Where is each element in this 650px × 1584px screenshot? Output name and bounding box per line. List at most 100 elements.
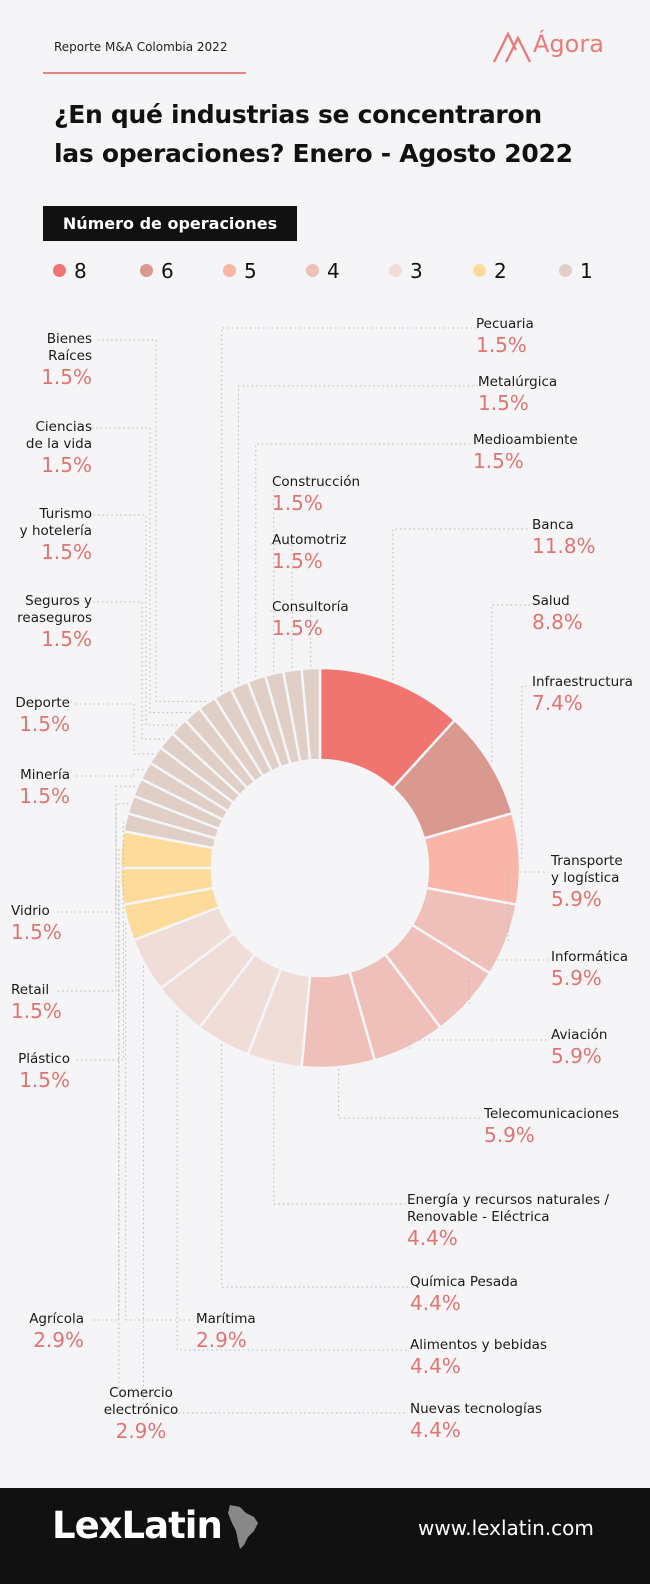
legend-item-3: 3: [389, 259, 423, 283]
label-pecuaria: Pecuaria 1.5%: [476, 316, 534, 357]
leader-line: [56, 803, 129, 992]
leader-line: [125, 923, 190, 1321]
report-underline: [43, 72, 246, 74]
label-turismo: Turismo y hotelería 1.5%: [8, 506, 92, 564]
legend-swatch: [223, 264, 236, 277]
leader-line: [255, 443, 473, 677]
label-agricola: Agrícola 2.9%: [10, 1311, 84, 1352]
label-name: Química Pesada: [410, 1274, 518, 1290]
donut-chart: [56, 327, 548, 1414]
label-name: Seguros y: [25, 593, 92, 609]
label-aviacion: Aviación 5.9%: [551, 1027, 607, 1068]
label-name: Pecuaria: [476, 316, 534, 332]
leader-line: [118, 886, 140, 1396]
label-name: Minería: [20, 767, 70, 783]
label-name-2: electrónico: [103, 1402, 179, 1418]
label-pct: 1.5%: [11, 999, 62, 1023]
label-transporte: Transporte y logística 5.9%: [551, 853, 623, 911]
label-telecomunicaciones: Telecomunicaciones 5.9%: [484, 1106, 619, 1147]
label-name: Banca: [532, 517, 574, 533]
footer: [0, 1488, 650, 1584]
label-pct: 4.4%: [410, 1354, 461, 1378]
leader-line: [409, 1039, 548, 1049]
label-infraestructura: Infraestructura 7.4%: [532, 674, 633, 715]
label-pct: 5.9%: [551, 966, 602, 990]
label-name: Consultoría: [272, 599, 349, 615]
footer-site: www.lexlatin.com: [418, 1516, 594, 1540]
label-name: Nuevas tecnologías: [410, 1401, 543, 1417]
leader-line: [270, 485, 275, 672]
label-ciencias: Ciencias de la vida 1.5%: [10, 419, 92, 477]
label-pct: 4.4%: [410, 1418, 461, 1442]
label-mineria: Minería 1.5%: [6, 767, 70, 808]
legend-swatch: [559, 264, 572, 277]
label-name: Ciencias: [35, 419, 92, 435]
label-name-2: y hotelería: [19, 523, 92, 539]
label-name-2: reaseguros: [17, 610, 92, 626]
leader-line: [237, 385, 478, 684]
label-quimica: Química Pesada 4.4%: [410, 1274, 518, 1315]
label-name: Turismo: [39, 506, 93, 522]
leader-line: [468, 959, 548, 1005]
label-seguros: Seguros y reaseguros 1.5%: [6, 593, 92, 651]
label-name: Medioambiente: [473, 432, 578, 448]
label-consultoria: Consultoría 1.5%: [272, 599, 349, 640]
label-name: Transporte: [551, 853, 623, 869]
legend-swatch: [473, 264, 486, 277]
leader-line: [143, 966, 408, 1414]
label-pct: 11.8%: [532, 534, 596, 558]
leader-line: [90, 849, 120, 1321]
label-name-2: Raíces: [48, 348, 92, 364]
label-name: Telecomunicaciones: [484, 1106, 620, 1122]
legend-label: 2: [494, 259, 507, 283]
leader-line: [392, 528, 530, 680]
label-automotriz: Automotriz 1.5%: [272, 532, 346, 573]
label-name: Plástico: [18, 1051, 70, 1067]
label-name: Bienes: [46, 331, 92, 347]
label-name: Comercio: [109, 1385, 173, 1401]
label-pct: 2.9%: [196, 1328, 247, 1352]
label-pct: 1.5%: [272, 549, 323, 573]
label-pct: 8.8%: [532, 610, 583, 634]
label-name-2: y logística: [551, 870, 620, 886]
report-title: Reporte M&A Colombia 2022: [54, 40, 228, 54]
leader-line: [273, 1064, 405, 1205]
label-pct: 5.9%: [484, 1123, 535, 1147]
title-line-1: ¿En qué industrias se concentraron: [54, 100, 542, 129]
legend-swatch: [53, 264, 66, 277]
leader-line: [507, 871, 548, 941]
label-informatica: Informática 5.9%: [551, 949, 628, 990]
label-name: Informática: [551, 949, 629, 965]
legend-label: 6: [161, 259, 174, 283]
label-name: Retail: [11, 982, 50, 998]
label-name: Aviación: [551, 1027, 608, 1043]
legend-label: 5: [244, 259, 257, 283]
agora-logo-icon: [492, 31, 532, 63]
label-nuevas-tecnologias: Nuevas tecnologías 4.4%: [410, 1401, 542, 1442]
label-pct: 7.4%: [532, 691, 583, 715]
legend-item-2: 2: [473, 259, 507, 283]
legend-label: 8: [74, 259, 87, 283]
leader-line: [86, 514, 178, 726]
label-pct: 2.9%: [115, 1419, 167, 1443]
label-pct: 1.5%: [476, 333, 527, 357]
label-medioambiente: Medioambiente 1.5%: [473, 432, 578, 473]
label-pct: 1.5%: [272, 491, 323, 515]
label-pct: 1.5%: [41, 453, 92, 477]
label-pct: 1.5%: [272, 616, 323, 640]
legend-item-1: 1: [559, 259, 593, 283]
label-name: Infraestructura: [532, 674, 633, 690]
label-pct: 2.9%: [33, 1328, 84, 1352]
label-vidrio: Vidrio 1.5%: [11, 903, 62, 944]
label-comercio: Comercio electrónico 2.9%: [99, 1385, 183, 1443]
legend-swatch: [389, 264, 402, 277]
label-name: Vidrio: [11, 903, 50, 919]
label-name: Metalúrgica: [478, 374, 558, 390]
label-maritima: Marítima 2.9%: [196, 1311, 256, 1352]
label-pct: 1.5%: [19, 784, 70, 808]
label-banca: Banca 11.8%: [532, 517, 596, 558]
leader-line: [521, 685, 530, 859]
legend-item-4: 4: [306, 259, 340, 283]
page-title: ¿En qué industrias se concentraron las o…: [54, 95, 573, 173]
footer-brand: LexLatin: [52, 1504, 223, 1547]
